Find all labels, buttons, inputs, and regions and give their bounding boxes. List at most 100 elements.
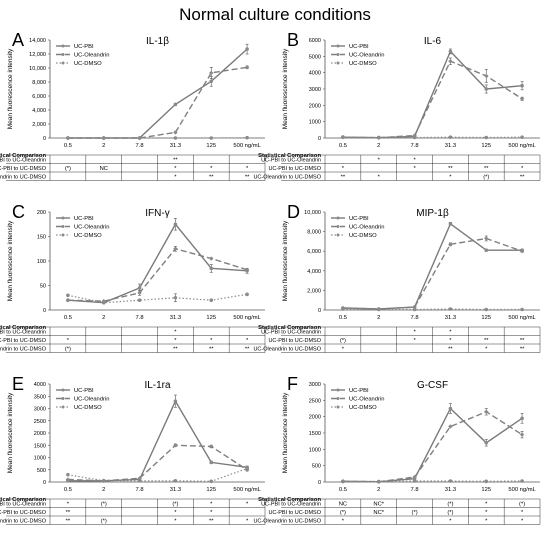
y-tick-label: 5000	[309, 54, 321, 60]
stats-row-label: UC-PBI to UC-Oleandrin	[261, 158, 321, 164]
data-point	[412, 135, 417, 140]
stats-cell: **	[209, 175, 214, 181]
stats-row-label: UC-PBI to UC-DMSO	[0, 510, 47, 516]
stats-cell: NC	[100, 166, 108, 172]
x-tick-label: 2	[102, 315, 105, 321]
data-point	[101, 478, 106, 483]
y-tick-label: 1000	[34, 456, 46, 462]
y-tick-label: 10,000	[29, 66, 46, 72]
data-point	[209, 70, 214, 76]
data-point	[484, 236, 489, 241]
y-tick-label: 0	[43, 308, 46, 314]
legend-label: UC-Oleandrin	[349, 225, 384, 231]
stats-row-label: UC-PBI to UC-DMSO	[268, 338, 321, 344]
legend-marker	[61, 388, 65, 392]
stats-cell: *	[521, 166, 524, 172]
x-tick-label: 125	[206, 315, 216, 321]
legend-marker	[336, 61, 340, 65]
data-point	[66, 293, 70, 298]
x-tick-label: 2	[102, 487, 105, 493]
legend-label: UC-PBI	[349, 388, 369, 394]
y-tick-label: 1000	[309, 120, 321, 126]
stats-cell: *	[378, 175, 381, 181]
data-point	[209, 136, 214, 140]
stats-cell: *	[246, 166, 249, 172]
legend-marker	[336, 225, 340, 228]
x-tick-label: 7.8	[136, 315, 144, 321]
stats-cell: **	[173, 158, 178, 164]
data-point	[341, 307, 345, 311]
data-point	[341, 479, 345, 484]
legend-marker	[61, 44, 65, 48]
series-line-solid	[67, 223, 248, 304]
stats-cell: (*)	[172, 502, 178, 508]
legend-label: UC-PBI	[74, 44, 94, 50]
x-tick-label: 2	[377, 487, 380, 493]
x-tick-label: 125	[206, 487, 216, 493]
panel-letter: B	[287, 30, 299, 50]
figure-title: Normal culture conditions	[179, 5, 371, 24]
legend-label: UC-PBI	[349, 216, 369, 222]
data-point	[65, 477, 71, 482]
stats-cell: NC*	[373, 502, 384, 508]
data-point	[376, 135, 381, 140]
x-tick-label: 500 ng/mL	[508, 143, 536, 149]
legend-marker	[336, 233, 340, 237]
y-tick-label: 3000	[34, 407, 46, 413]
series-line-solid	[342, 407, 523, 483]
legend-marker	[61, 397, 65, 400]
stats-cell: *	[449, 175, 452, 181]
stats-cell: *	[413, 338, 416, 344]
y-tick-label: 12,000	[29, 52, 46, 58]
data-point	[137, 136, 142, 140]
x-tick-label: 7.8	[411, 143, 419, 149]
data-point	[101, 136, 106, 140]
y-tick-label: 2500	[309, 398, 321, 404]
x-tick-label: 7.8	[136, 143, 144, 149]
y-tick-label: 6,000	[307, 249, 321, 255]
x-tick-label: 31.3	[170, 487, 181, 493]
x-tick-label: 0.5	[339, 315, 347, 321]
y-tick-label: 3000	[309, 382, 321, 388]
legend-label: UC-DMSO	[74, 61, 102, 67]
y-tick-label: 8,000	[307, 230, 321, 236]
stats-cell: **	[66, 510, 71, 516]
data-point	[173, 443, 178, 448]
y-tick-label: 14,000	[29, 38, 46, 44]
x-tick-label: 500 ng/mL	[233, 487, 261, 493]
legend-label: UC-PBI	[74, 388, 94, 394]
y-axis-label: Mean fluorescence intensity	[7, 392, 14, 473]
stats-cell: **	[341, 175, 346, 181]
data-point	[484, 307, 489, 312]
x-tick-label: 31.3	[170, 315, 181, 321]
stats-cell: **	[173, 347, 178, 353]
data-point	[245, 135, 249, 140]
stats-row-label: UC-PBI to UC-Oleandrin	[0, 502, 46, 508]
y-axis-label: Mean fluorescence intensity	[282, 392, 289, 473]
panel-c: C IFN-γ Mean fluorescence intensity 0 50 100 1…	[0, 202, 266, 353]
stats-row-label: UC-Oleandrin to UC-DMSO	[0, 519, 47, 525]
data-point	[412, 479, 417, 483]
y-axis-label: Mean fluorescence intensity	[282, 220, 289, 301]
legend-label: UC-Oleandrin	[74, 225, 109, 231]
y-tick-label: 150	[37, 235, 46, 241]
legend-marker	[336, 44, 340, 48]
stats-cell: **	[520, 338, 525, 344]
stats-row-label: UC-Oleandrin to UC-DMSO	[253, 175, 321, 181]
stats-cell: *	[521, 519, 524, 525]
stats-cell: NC	[339, 502, 347, 508]
chart-panels: A IL-1β Mean fluorescence intensity 0 2,000 4…	[0, 30, 541, 525]
series-line-dashed	[342, 60, 523, 139]
x-tick-label: 500 ng/mL	[508, 315, 536, 321]
chart-title: IL-1ra	[144, 380, 171, 391]
data-point	[484, 248, 489, 253]
panel-d: D MIP-1β Mean fluorescence intensity 0 2,000…	[253, 202, 541, 353]
data-point	[244, 65, 250, 70]
legend-label: UC-PBI	[349, 44, 369, 50]
data-point	[448, 49, 453, 54]
panel-letter: E	[12, 374, 24, 394]
data-point	[173, 102, 178, 107]
x-tick-label: 2	[377, 143, 380, 149]
stats-cell: (*)	[101, 502, 107, 508]
data-point	[412, 474, 417, 480]
